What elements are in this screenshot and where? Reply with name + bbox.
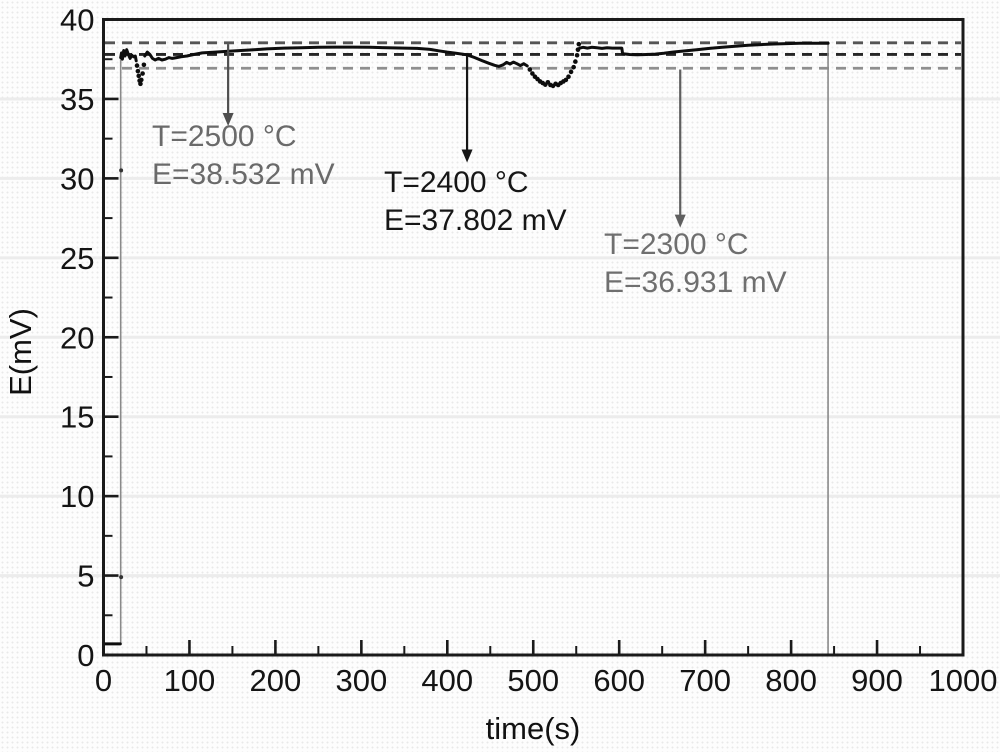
data-point xyxy=(530,71,535,76)
data-curve xyxy=(578,41,830,57)
x-tick-label: 100 xyxy=(164,663,216,698)
data-point xyxy=(134,63,140,68)
data-point xyxy=(566,74,571,79)
annotation-temperature: T=2400 °C xyxy=(384,166,529,199)
y-tick-label: 40 xyxy=(60,3,94,38)
data-point xyxy=(119,168,124,173)
y-tick-label: 5 xyxy=(77,559,94,594)
data-point xyxy=(135,68,141,74)
x-tick-label: 400 xyxy=(421,663,473,698)
y-axis-title: E(mV) xyxy=(3,308,38,396)
data-curve xyxy=(143,45,529,68)
annotation-arrowhead xyxy=(222,112,234,126)
x-tick-label: 700 xyxy=(679,663,731,698)
annotation-t2400: T=2400 °C E=37.802 mV xyxy=(384,164,567,240)
data-point xyxy=(136,73,142,79)
y-tick-label: 30 xyxy=(60,161,94,196)
data-point xyxy=(563,77,569,83)
annotation-temperature: T=2300 °C xyxy=(604,228,749,261)
y-tick-label: 35 xyxy=(60,82,94,117)
data-point xyxy=(576,41,582,47)
annotation-t2500: T=2500 °C E=38.532 mV xyxy=(152,118,335,194)
y-tick-label: 25 xyxy=(60,241,94,276)
y-tick-label: 10 xyxy=(60,479,94,514)
annotation-t2300: T=2300 °C E=36.931 mV xyxy=(604,226,787,302)
y-tick-label: 15 xyxy=(60,400,94,435)
x-tick-label: 800 xyxy=(765,663,817,698)
annotation-emf: E=36.931 mV xyxy=(604,266,787,299)
data-point xyxy=(119,575,124,580)
x-tick-label: 900 xyxy=(851,663,903,698)
x-axis-title: time(s) xyxy=(485,711,581,746)
x-tick-label: 200 xyxy=(250,663,302,698)
data-point xyxy=(141,62,147,68)
x-tick-label: 1000 xyxy=(929,663,998,698)
data-point xyxy=(140,71,145,76)
x-tick-label: 0 xyxy=(95,663,112,698)
data-point xyxy=(568,69,574,75)
annotation-arrowhead xyxy=(674,214,686,228)
data-point xyxy=(138,81,143,87)
x-tick-label: 300 xyxy=(335,663,387,698)
data-point xyxy=(574,52,580,58)
annotation-emf: E=37.802 mV xyxy=(384,204,567,237)
annotation-emf: E=38.532 mV xyxy=(152,158,335,191)
data-curve xyxy=(119,48,138,63)
annotation-temperature: T=2500 °C xyxy=(152,120,297,153)
data-point xyxy=(527,67,533,72)
x-tick-label: 600 xyxy=(593,663,645,698)
data-point xyxy=(573,59,578,64)
data-point xyxy=(139,77,144,83)
annotation-arrowhead xyxy=(461,149,473,163)
data-point xyxy=(571,64,576,70)
x-tick-label: 500 xyxy=(507,663,559,698)
plot-frame xyxy=(102,18,965,657)
y-tick-label: 20 xyxy=(60,320,94,355)
y-tick-label: 0 xyxy=(77,638,94,673)
